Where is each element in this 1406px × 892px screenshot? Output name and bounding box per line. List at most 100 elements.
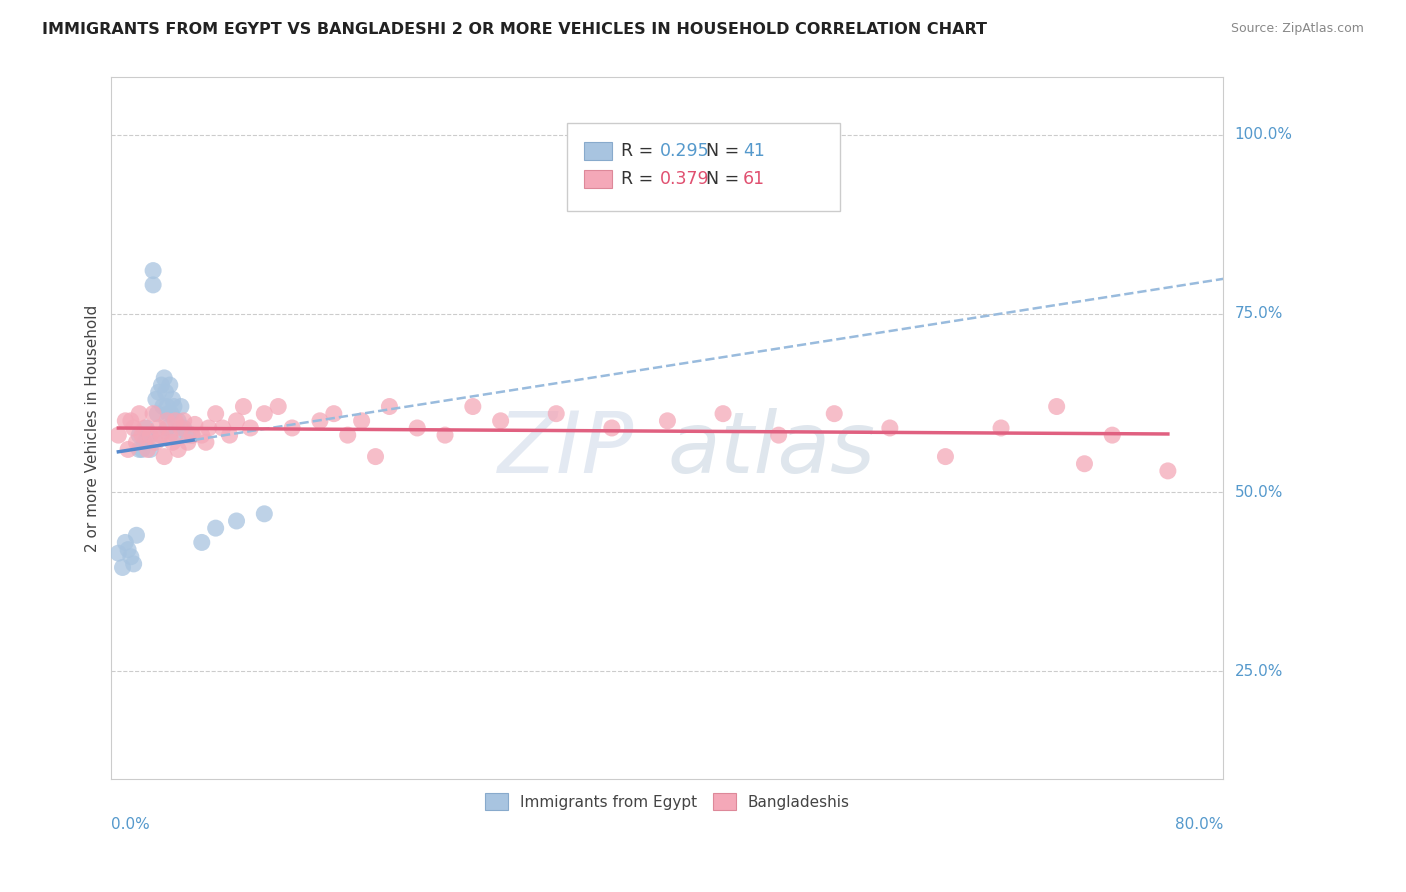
Point — [128, 442, 150, 457]
Point — [134, 421, 156, 435]
Point — [136, 442, 159, 457]
Point — [184, 417, 207, 432]
Point — [167, 442, 190, 457]
Point — [489, 414, 512, 428]
Text: N =: N = — [706, 142, 745, 160]
Point — [142, 263, 165, 277]
Point — [711, 407, 734, 421]
Point — [191, 535, 214, 549]
Text: 50.0%: 50.0% — [1234, 485, 1282, 500]
Point — [131, 442, 153, 457]
Point — [934, 450, 956, 464]
Point — [253, 407, 276, 421]
Point — [170, 421, 193, 435]
Point — [135, 421, 157, 435]
Point — [159, 428, 181, 442]
Point — [225, 414, 247, 428]
Point — [162, 392, 184, 407]
Text: 100.0%: 100.0% — [1234, 128, 1292, 142]
Point — [461, 400, 484, 414]
Point — [145, 435, 167, 450]
Point — [406, 421, 429, 435]
Point — [122, 421, 145, 435]
Point — [181, 428, 204, 442]
Point — [204, 407, 226, 421]
Text: N =: N = — [706, 170, 745, 188]
Point — [768, 428, 790, 442]
Point — [1046, 400, 1069, 414]
Point — [350, 414, 373, 428]
Point — [165, 414, 187, 428]
Point — [128, 407, 150, 421]
Point — [309, 414, 332, 428]
Point — [117, 542, 139, 557]
Point — [125, 435, 148, 450]
Point — [1157, 464, 1180, 478]
Point — [153, 450, 176, 464]
Text: R =: R = — [620, 170, 658, 188]
Point — [120, 549, 142, 564]
Point — [281, 421, 304, 435]
Point — [162, 435, 184, 450]
Point — [111, 560, 134, 574]
Point — [600, 421, 623, 435]
Point — [225, 514, 247, 528]
Text: 0.379: 0.379 — [659, 170, 709, 188]
Point — [879, 421, 901, 435]
Point — [150, 378, 173, 392]
Point — [136, 428, 159, 442]
Point — [145, 392, 167, 407]
Text: 61: 61 — [742, 170, 765, 188]
FancyBboxPatch shape — [583, 142, 612, 161]
Point — [153, 371, 176, 385]
Point — [204, 521, 226, 535]
Point — [146, 407, 169, 421]
Point — [142, 277, 165, 292]
Legend: Immigrants from Egypt, Bangladeshis: Immigrants from Egypt, Bangladeshis — [479, 787, 856, 816]
Point — [156, 400, 179, 414]
Point — [128, 428, 150, 442]
Text: 25.0%: 25.0% — [1234, 664, 1282, 679]
Point — [139, 442, 162, 457]
Text: 0.295: 0.295 — [659, 142, 709, 160]
Point — [364, 450, 387, 464]
Point — [160, 407, 183, 421]
FancyBboxPatch shape — [568, 123, 839, 211]
Text: 80.0%: 80.0% — [1175, 817, 1223, 832]
Point — [378, 400, 401, 414]
Point — [434, 428, 457, 442]
Point — [155, 385, 177, 400]
Point — [181, 428, 204, 442]
Point — [253, 507, 276, 521]
Text: IMMIGRANTS FROM EGYPT VS BANGLADESHI 2 OR MORE VEHICLES IN HOUSEHOLD CORRELATION: IMMIGRANTS FROM EGYPT VS BANGLADESHI 2 O… — [42, 22, 987, 37]
Point — [218, 428, 240, 442]
Point — [120, 414, 142, 428]
Point — [159, 378, 181, 392]
Text: 75.0%: 75.0% — [1234, 306, 1282, 321]
Point — [177, 428, 200, 442]
Text: R =: R = — [620, 142, 658, 160]
Point — [114, 414, 136, 428]
Point — [117, 442, 139, 457]
Point — [139, 428, 162, 442]
FancyBboxPatch shape — [583, 170, 612, 188]
Point — [1101, 428, 1123, 442]
Point — [823, 407, 845, 421]
Point — [156, 421, 179, 435]
Text: atlas: atlas — [668, 408, 876, 491]
Point — [211, 421, 233, 435]
Point — [990, 421, 1012, 435]
Point — [149, 428, 172, 442]
Point — [239, 421, 262, 435]
Point — [107, 428, 129, 442]
Point — [148, 421, 170, 435]
Point — [142, 407, 165, 421]
Point — [322, 407, 344, 421]
Point — [134, 435, 156, 450]
Point — [150, 428, 173, 442]
Y-axis label: 2 or more Vehicles in Household: 2 or more Vehicles in Household — [86, 304, 100, 551]
Point — [177, 435, 200, 450]
Text: Source: ZipAtlas.com: Source: ZipAtlas.com — [1230, 22, 1364, 36]
Text: 41: 41 — [742, 142, 765, 160]
Point — [114, 535, 136, 549]
